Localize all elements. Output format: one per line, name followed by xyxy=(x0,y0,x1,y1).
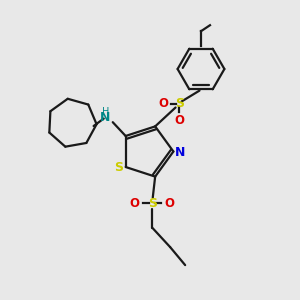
Text: O: O xyxy=(130,196,140,209)
Text: H: H xyxy=(102,107,109,117)
Text: S: S xyxy=(115,160,124,173)
Text: S: S xyxy=(148,196,157,209)
Text: N: N xyxy=(175,146,185,160)
Text: S: S xyxy=(175,98,184,110)
Text: O: O xyxy=(165,196,175,209)
Text: O: O xyxy=(158,98,168,110)
Text: O: O xyxy=(174,114,184,127)
Text: N: N xyxy=(100,112,111,124)
